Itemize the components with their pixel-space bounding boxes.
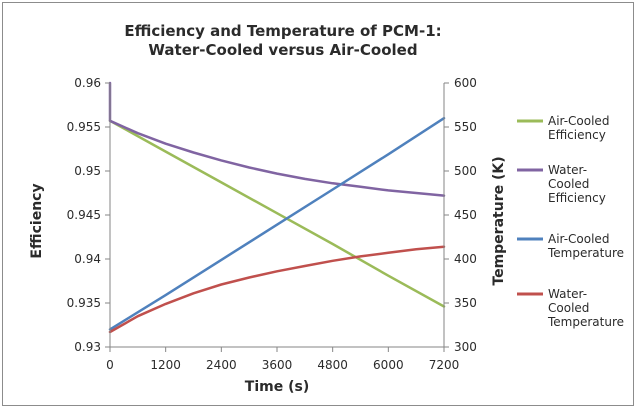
- x-tick-label: 3600: [262, 358, 293, 372]
- y-right-tick-label: 300: [454, 340, 477, 354]
- x-tick-label: 0: [106, 358, 114, 372]
- legend-label-0: Efficiency: [548, 128, 606, 142]
- x-tick-label: 7200: [429, 358, 460, 372]
- legend-label-3: Cooled: [548, 301, 589, 315]
- y-axis-right-title: Temperature (K): [491, 156, 507, 285]
- axes: [105, 82, 449, 352]
- y-right-tick-label: 550: [454, 120, 477, 134]
- legend-label-1: Water-: [548, 163, 587, 177]
- x-tick-label: 6000: [373, 358, 404, 372]
- legend-label-1: Cooled: [548, 177, 589, 191]
- y-right-tick-label: 350: [454, 296, 477, 310]
- x-tick-label: 1200: [150, 358, 181, 372]
- tick-labels: 0.93 0.935 0.94 0.945 0.95 0.955 0.96 300 350 400…: [67, 76, 477, 372]
- series-line-2: [108, 116, 446, 331]
- chart-frame: Efficiency and Temperature of PCM-1: Wat…: [2, 2, 634, 406]
- y-left-tick-label: 0.955: [67, 120, 101, 134]
- x-tick-label: 4800: [317, 358, 348, 372]
- x-axis-title: Time (s): [245, 379, 309, 395]
- chart-canvas: Efficiency and Temperature of PCM-1: Wat…: [29, 22, 624, 395]
- y-left-tick-label: 0.95: [74, 164, 101, 178]
- legend-label-3: Water-: [548, 287, 587, 301]
- x-tick-label: 2400: [206, 358, 237, 372]
- legend-label-2: Air-Cooled: [548, 232, 609, 246]
- y-right-tick-label: 600: [454, 76, 477, 90]
- y-left-tick-label: 0.94: [74, 252, 101, 266]
- series-line-3: [108, 245, 446, 334]
- legend-label-0: Air-Cooled: [548, 114, 609, 128]
- y-right-tick-label: 400: [454, 252, 477, 266]
- y-right-tick-label: 500: [454, 164, 477, 178]
- y-left-tick-label: 0.96: [74, 76, 101, 90]
- legend-label-2: Temperature: [547, 246, 624, 260]
- y-left-tick-label: 0.945: [67, 208, 101, 222]
- chart-title: Efficiency and Temperature of PCM-1: Wat…: [124, 22, 441, 59]
- y-left-tick-label: 0.935: [67, 296, 101, 310]
- legend-label-3: Temperature: [547, 315, 624, 329]
- y-right-tick-label: 450: [454, 208, 477, 222]
- chart-title-line-2: Water-Cooled versus Air-Cooled: [148, 41, 417, 59]
- y-left-tick-label: 0.93: [74, 340, 101, 354]
- series-line-1: [108, 81, 446, 197]
- y-axis-left-title: Efficiency: [29, 183, 45, 258]
- legend: Air-CooledEfficiencyWater-CooledEfficien…: [517, 114, 624, 329]
- plot-area: [108, 81, 446, 334]
- series-line-0: [108, 119, 446, 308]
- legend-label-1: Efficiency: [548, 191, 606, 205]
- chart-title-line-1: Efficiency and Temperature of PCM-1:: [124, 22, 441, 40]
